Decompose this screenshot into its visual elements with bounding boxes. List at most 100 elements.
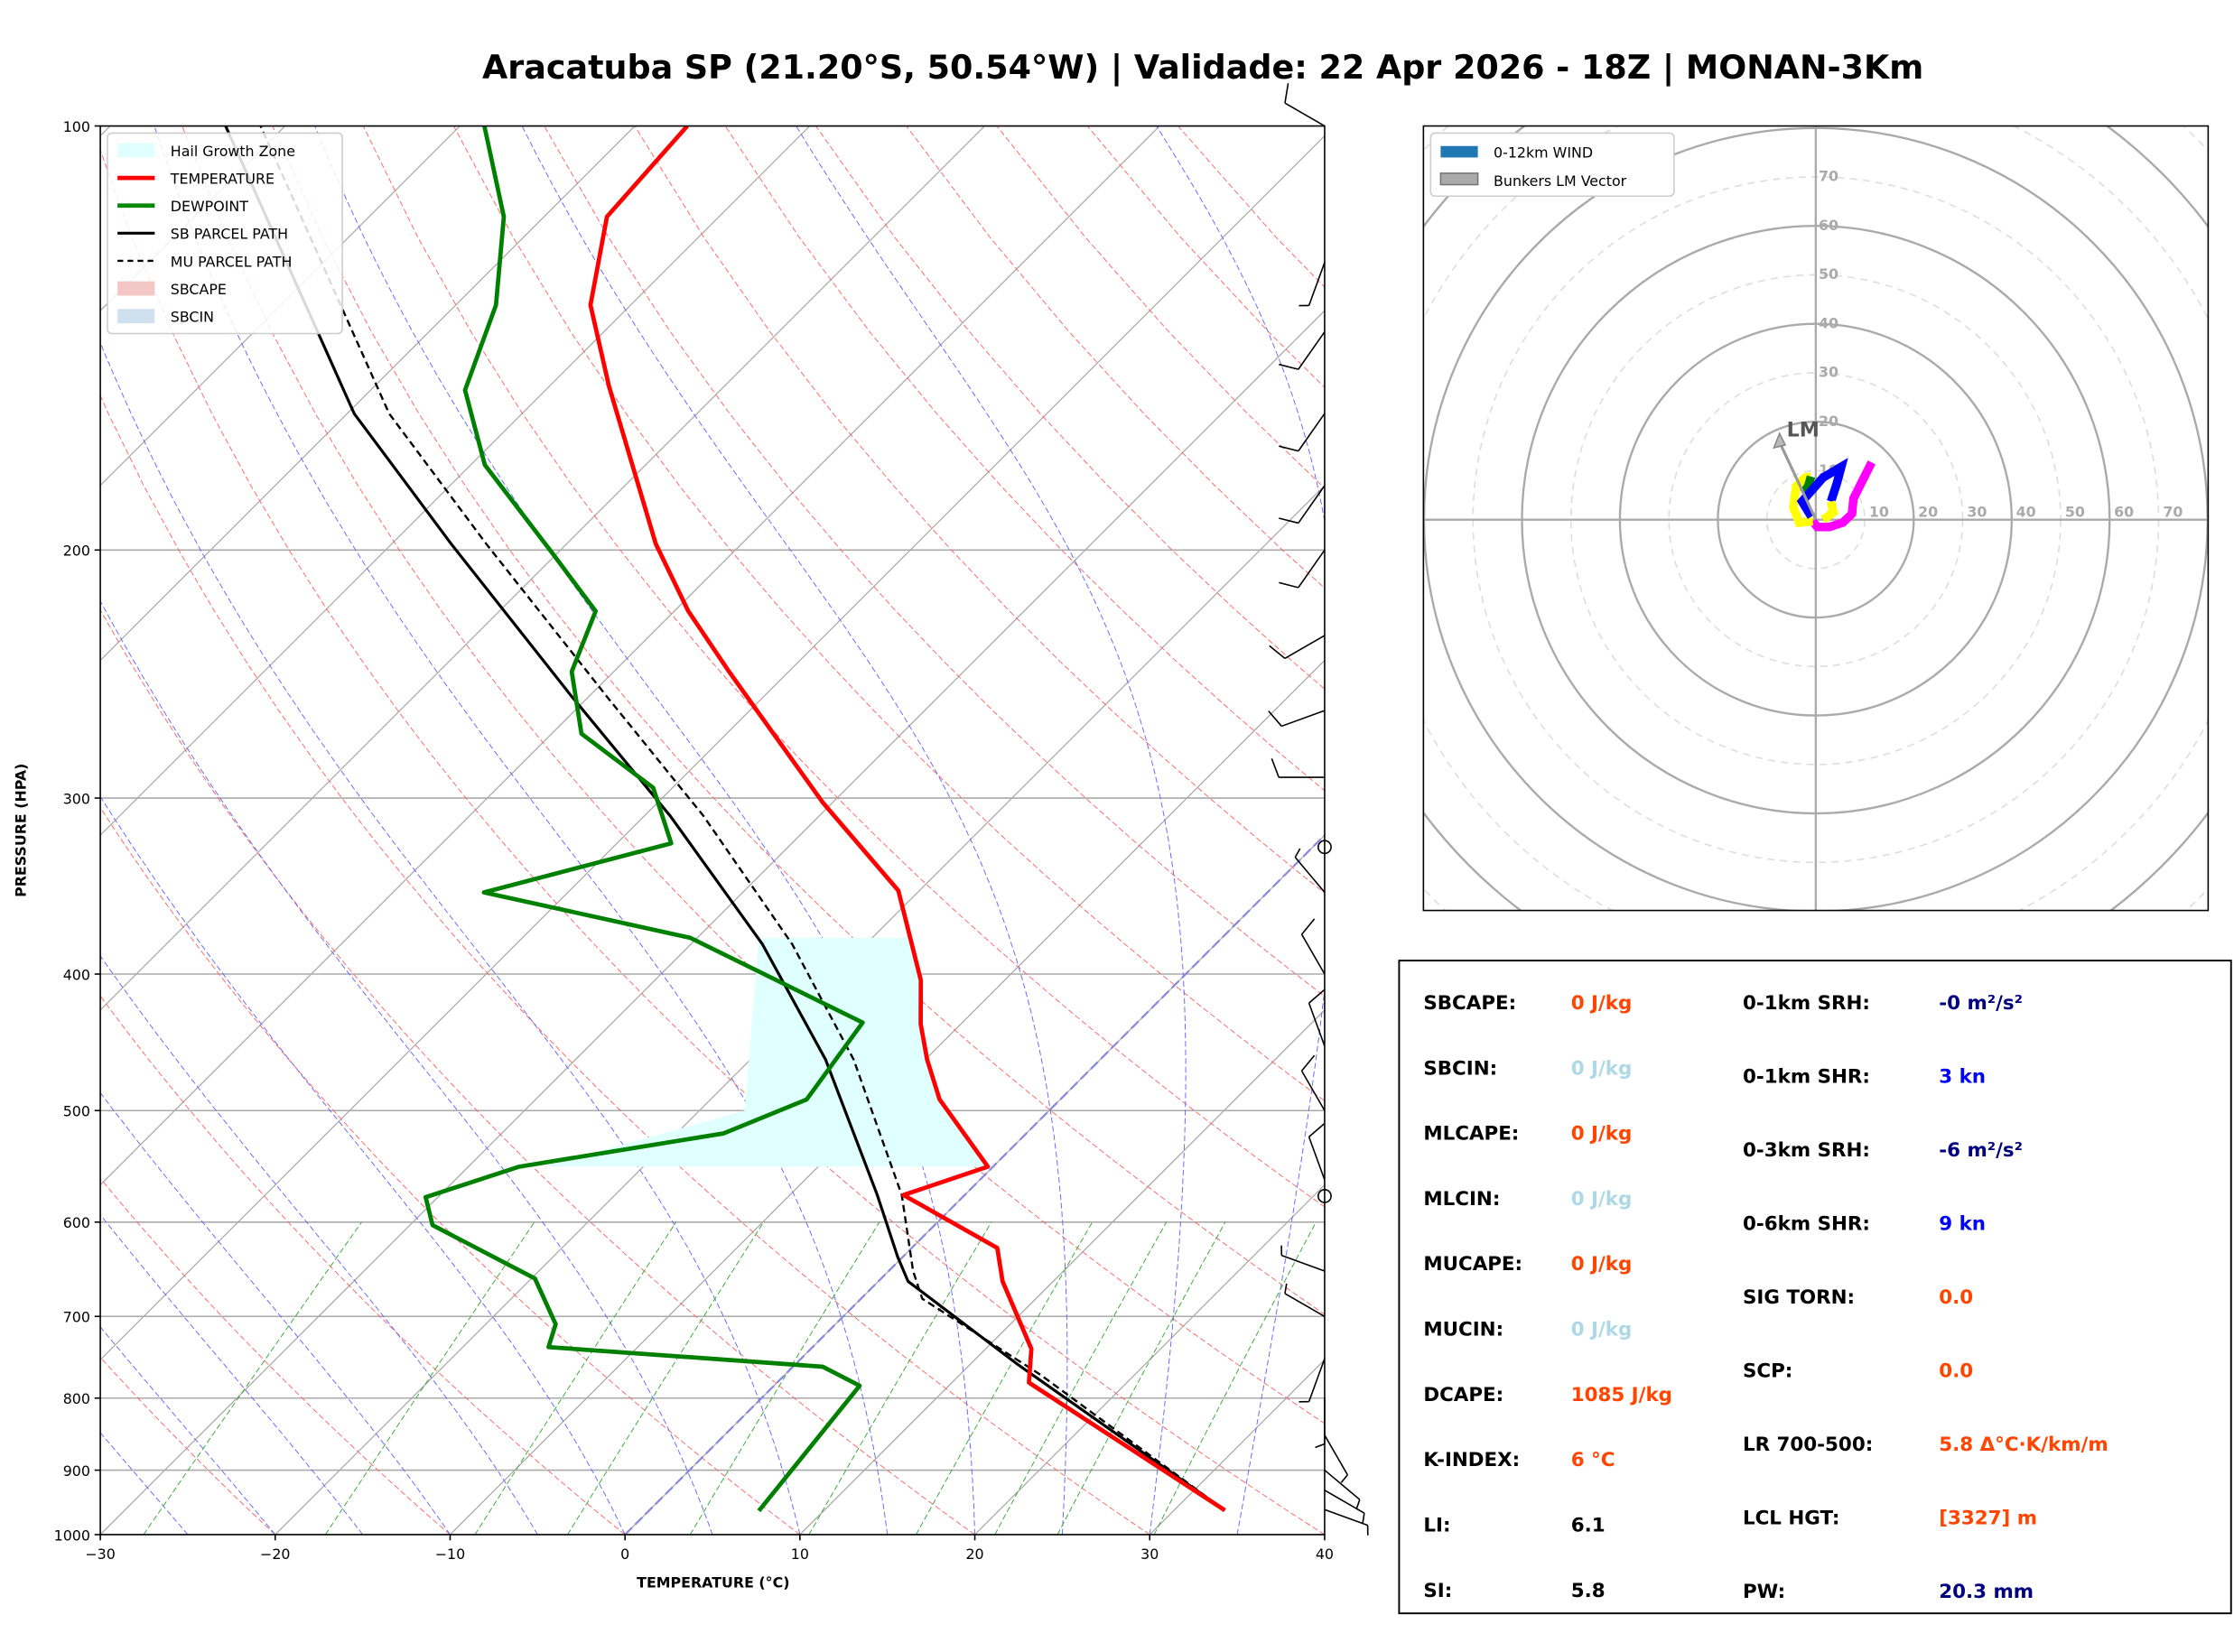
isotherm-line	[450, 659, 1325, 1535]
barb-staff	[1284, 635, 1326, 660]
hodograph-ring-label-u: 50	[2065, 503, 2085, 520]
barb-staff	[1284, 1293, 1326, 1317]
hodograph-frame	[1422, 125, 2210, 912]
wind-barbs	[1268, 83, 1369, 1536]
wind-barb	[1279, 331, 1326, 370]
y-tick-label: 1000	[54, 1527, 90, 1544]
dry-adiabat-line	[453, 125, 1325, 1102]
wind-barb	[1299, 262, 1326, 307]
mixing-ratio-line	[474, 1221, 677, 1535]
stat-value: 3 kn	[1939, 1065, 1986, 1088]
hodograph-segment	[1796, 458, 1848, 519]
wind-barb	[1324, 1490, 1365, 1524]
skewt-axes: −30 −20 −10 0 10 20 30 40 100 200 300 400 500 600 700 8…	[54, 118, 1334, 1563]
barb-flag	[1355, 1499, 1361, 1509]
barb-flag	[1362, 1513, 1365, 1524]
hodograph-ring	[1423, 125, 2209, 911]
temperature-line	[588, 125, 1226, 1512]
hodograph-ring	[1228, 0, 2234, 1107]
hodograph-ring-label-v: 20	[1819, 413, 1838, 430]
stat-label: SIG TORN:	[1743, 1286, 1855, 1309]
hodograph-segment	[1820, 500, 1838, 524]
stat-label: MUCIN:	[1423, 1319, 1503, 1341]
wind-barb	[1315, 1397, 1326, 1449]
legend-label: DEWPOINT	[171, 198, 248, 215]
stat-value: 0.0	[1939, 1360, 1973, 1383]
isotherm-line	[275, 484, 1325, 1535]
mixing-ratio-line	[1153, 1221, 1317, 1535]
dry-adiabat-line	[100, 608, 975, 1535]
barb-staff	[1308, 262, 1326, 306]
barb-flag	[1340, 1474, 1348, 1483]
legend-label: SBCAPE	[171, 281, 227, 298]
legend-label: 0-12km WIND	[1494, 144, 1593, 161]
x-tick-label: 30	[1140, 1545, 1159, 1563]
hodograph-segment	[1789, 472, 1814, 528]
x-tick-label: −10	[435, 1545, 465, 1563]
stat-value: 5.8 Δ°C·K/km/m	[1939, 1434, 2108, 1456]
x-tick-label: −30	[85, 1545, 115, 1563]
barb-staff	[1300, 1070, 1326, 1111]
stat-value: 20.3 mm	[1939, 1581, 2034, 1603]
barb-staff	[1298, 331, 1326, 370]
legend-label: Hail Growth Zone	[171, 143, 295, 160]
wind-barb	[1299, 1358, 1326, 1403]
legend-label: TEMPERATURE	[170, 170, 275, 187]
barb-flag	[1279, 363, 1299, 370]
wind-barb	[1300, 918, 1326, 975]
dry-adiabat-line	[182, 125, 1325, 1425]
level-marker	[1317, 840, 1332, 855]
stat-value: 0 J/kg	[1571, 1057, 1633, 1080]
barb-staff	[1280, 710, 1326, 728]
stat-value: -0 m²/s²	[1939, 992, 2023, 1015]
barb-flag	[1271, 758, 1280, 778]
hodograph-ring-label-v: 40	[1819, 314, 1838, 331]
mu-parcel-path-line	[259, 125, 1226, 1511]
stats-panel: SBCAPE: 0 J/kg SBCIN: 0 J/kg MLCAPE: 0 J/kg ML…	[1423, 992, 2108, 1603]
stat-value: 0 J/kg	[1571, 1188, 1633, 1211]
stat-value: 0 J/kg	[1571, 1123, 1633, 1146]
moist-adiabat-line	[100, 1326, 276, 1535]
y-axis-label: PRESSURE (HPA)	[13, 764, 30, 897]
stat-label: 0-3km SRH:	[1743, 1139, 1870, 1162]
stat-label: MUCAPE:	[1423, 1253, 1522, 1276]
wind-barb	[1271, 758, 1325, 778]
barb-flag	[1315, 1443, 1326, 1449]
wind-barb	[1268, 710, 1326, 728]
mixing-ratio-line	[916, 1221, 1094, 1535]
stat-value: 6.1	[1571, 1514, 1606, 1536]
isotherm-line	[100, 125, 636, 662]
hodograph-legend: 0-12km WIND Bunkers LM Vector	[1429, 132, 1675, 198]
stat-value: 0.0	[1939, 1286, 1973, 1309]
stat-label: K-INDEX:	[1423, 1449, 1520, 1471]
barb-flag	[1308, 1123, 1325, 1137]
barb-staff	[1300, 933, 1326, 975]
bunkers-lm-label: LM	[1787, 418, 1820, 441]
stat-value: 0 J/kg	[1571, 1319, 1633, 1341]
hodograph-ring-label-v: 30	[1819, 364, 1838, 381]
barb-staff	[1324, 1508, 1368, 1527]
legend-swatch	[117, 309, 155, 324]
mixing-ratio-line	[143, 1221, 362, 1535]
stat-label: MLCIN:	[1423, 1188, 1500, 1211]
stat-value: 0 J/kg	[1571, 1253, 1633, 1276]
barb-staff	[1298, 413, 1326, 452]
barb-flag	[1268, 710, 1282, 727]
wind-barb	[1269, 635, 1326, 660]
isotherm-line	[100, 125, 985, 1011]
barb-staff	[1324, 1490, 1365, 1514]
mixing-ratio-line	[689, 1221, 880, 1535]
x-tick-label: 10	[791, 1545, 809, 1563]
wind-barb	[1279, 549, 1326, 589]
barb-flag	[1300, 1054, 1316, 1072]
x-tick-label: −20	[260, 1545, 290, 1563]
barb-staff	[1308, 1358, 1326, 1402]
dry-adiabat-line	[634, 125, 1325, 894]
barb-flag	[1269, 645, 1286, 659]
dry-adiabat-line	[100, 1356, 276, 1535]
barb-staff	[1294, 857, 1326, 894]
legend-swatch	[117, 143, 155, 158]
y-tick-label: 500	[63, 1103, 90, 1120]
barb-flag	[1279, 517, 1299, 524]
